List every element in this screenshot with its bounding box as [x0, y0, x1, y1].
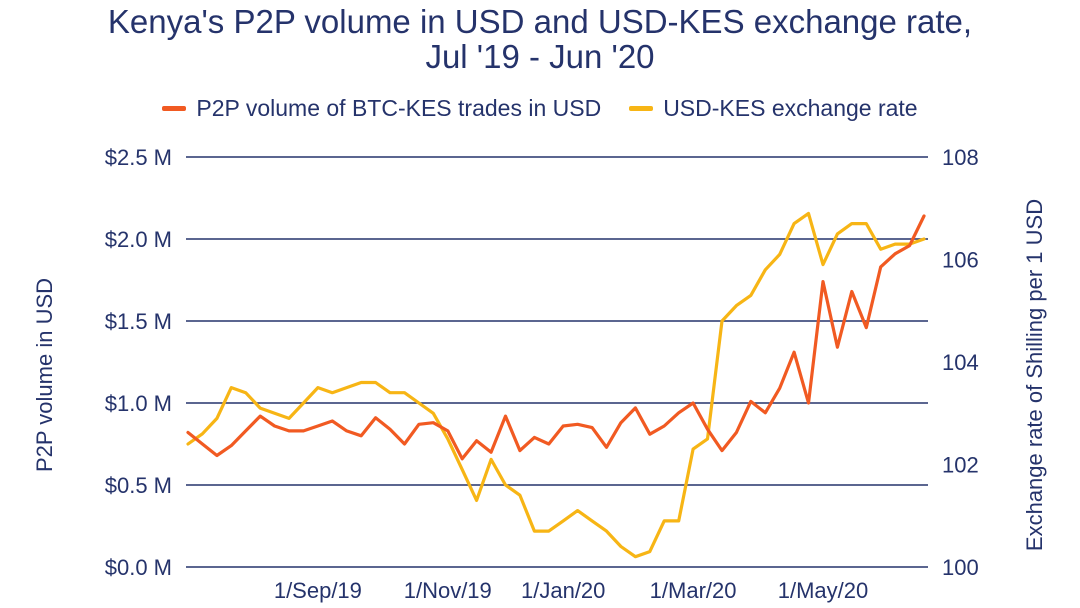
x-tick-label: 1/Jan/20: [521, 578, 605, 603]
chart-title-line-2: Jul '19 - Jun '20: [425, 38, 655, 75]
legend-item-exchange-rate: USD-KES exchange rate: [629, 95, 918, 122]
legend-swatch-p2p-volume: [162, 106, 187, 111]
right-tick-label: 104: [942, 350, 979, 375]
grid-lines: [186, 156, 928, 568]
left-axis-title: P2P volume in USD: [32, 278, 57, 472]
left-tick-label: $0.0 M: [105, 555, 172, 580]
right-tick-label: 106: [942, 248, 979, 273]
left-tick-label: $1.5 M: [105, 309, 172, 334]
series-line-exchange-rate: [186, 211, 926, 559]
right-tick-label: 100: [942, 555, 979, 580]
left-tick-label: $2.5 M: [105, 145, 172, 170]
chart-legend: P2P volume of BTC-KES trades in USD USD-…: [0, 95, 1080, 122]
left-tick-label: $0.5 M: [105, 473, 172, 498]
right-tick-label: 108: [942, 145, 979, 170]
legend-swatch-exchange-rate: [629, 106, 654, 111]
legend-label-p2p-volume: P2P volume of BTC-KES trades in USD: [196, 95, 602, 121]
chart-title-line-1: Kenya's P2P volume in USD and USD-KES ex…: [107, 3, 973, 40]
right-axis-ticks: 100 102 104 106 108: [942, 145, 979, 580]
left-tick-label: $1.0 M: [105, 391, 172, 416]
series-lines: [186, 211, 926, 559]
chart-title: Kenya's P2P volume in USD and USD-KES ex…: [0, 4, 1080, 74]
x-tick-label: 1/May/20: [778, 578, 869, 603]
right-axis-title: Exchange rate of Shilling per 1 USD: [1022, 199, 1047, 551]
left-axis-ticks: $0.0 M $0.5 M $1.0 M $1.5 M $2.0 M $2.5 M: [105, 145, 172, 580]
series-line-p2p-volume: [186, 214, 926, 461]
x-tick-label: 1/Nov/19: [404, 578, 492, 603]
x-tick-label: 1/Mar/20: [650, 578, 737, 603]
legend-item-p2p-volume: P2P volume of BTC-KES trades in USD: [162, 95, 601, 122]
x-axis-ticks: 1/Sep/19 1/Nov/19 1/Jan/20 1/Mar/20 1/May/20: [274, 578, 868, 603]
x-tick-label: 1/Sep/19: [274, 578, 362, 603]
legend-label-exchange-rate: USD-KES exchange rate: [663, 95, 918, 121]
right-tick-label: 102: [942, 453, 979, 478]
left-tick-label: $2.0 M: [105, 227, 172, 252]
